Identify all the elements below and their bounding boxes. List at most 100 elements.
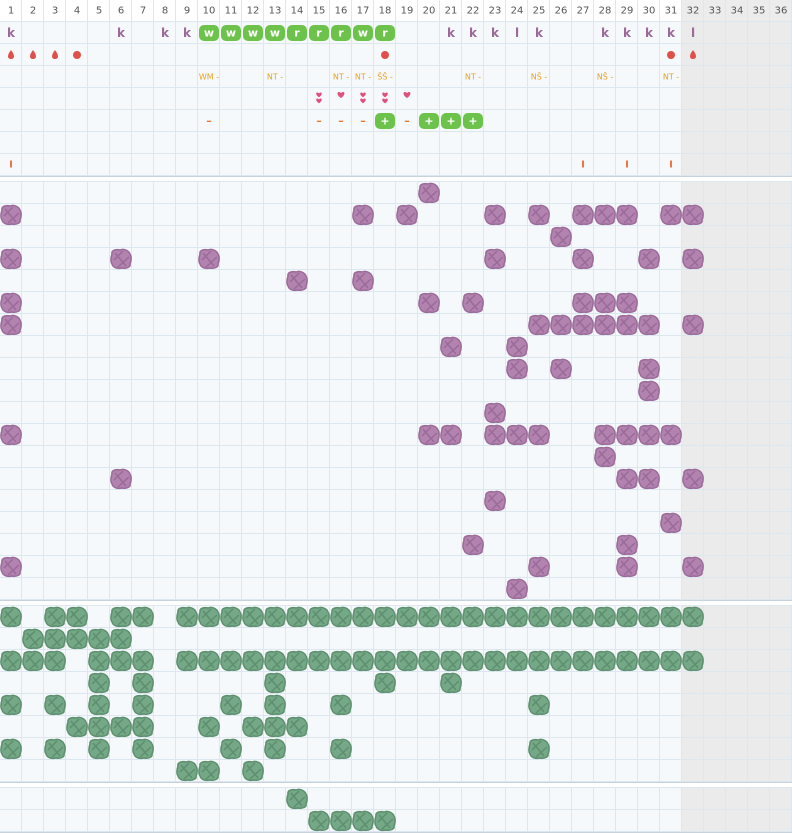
column-number: 6 [118, 6, 124, 17]
blob [484, 650, 506, 672]
dash: – [404, 115, 410, 128]
cell-badge: + [441, 113, 461, 129]
blob [176, 606, 198, 628]
badge [331, 25, 351, 41]
blob [198, 650, 220, 672]
cell-badge: w [221, 25, 241, 41]
cell-letter: l [515, 26, 519, 40]
blob [418, 292, 440, 314]
blob [66, 628, 88, 650]
cell-drop [690, 50, 696, 59]
blob [286, 788, 308, 810]
label: NT - [333, 73, 349, 82]
blob [44, 628, 66, 650]
blob [660, 204, 682, 226]
blob [528, 556, 550, 578]
blob [638, 606, 660, 628]
blob [594, 650, 616, 672]
cell-letter: k [117, 26, 126, 40]
cell-letter: l [691, 26, 695, 40]
blob [616, 468, 638, 490]
blob [88, 694, 110, 716]
column-number: 29 [621, 6, 634, 17]
blob [264, 672, 286, 694]
cell-letter: k [183, 26, 192, 40]
blob [396, 606, 418, 628]
cell-drop [8, 50, 14, 59]
column-number: 36 [775, 6, 788, 17]
blob [88, 672, 110, 694]
blob [506, 424, 528, 446]
cell-dot [73, 51, 81, 59]
cell-bar: I [581, 160, 585, 171]
blob [462, 534, 484, 556]
cell-label: NŠ - [531, 71, 548, 82]
blob [660, 512, 682, 534]
blob [44, 606, 66, 628]
blob [374, 606, 396, 628]
badge-text: + [446, 115, 455, 128]
blob [638, 650, 660, 672]
cell-bar: I [625, 160, 629, 171]
badge [375, 25, 395, 41]
blob [132, 716, 154, 738]
dot [667, 51, 675, 59]
blob [88, 650, 110, 672]
cell-drop [52, 50, 58, 59]
blob [264, 606, 286, 628]
letter: k [535, 26, 544, 40]
blob [88, 716, 110, 738]
column-number: 11 [225, 6, 238, 17]
label: NT - [267, 73, 283, 82]
blob [0, 204, 22, 226]
blob [0, 292, 22, 314]
blob [550, 226, 572, 248]
cell-letter: k [601, 26, 610, 40]
cell-dash: – [404, 115, 410, 128]
badge-text: w [204, 27, 214, 40]
column-number: 1 [8, 6, 14, 17]
blob [176, 760, 198, 782]
blob [550, 358, 572, 380]
blob [506, 650, 528, 672]
drop [8, 50, 14, 59]
cell-label: ŠŠ - [377, 71, 393, 82]
label: WM - [199, 73, 219, 82]
column-number: 15 [313, 6, 326, 17]
badge [287, 25, 307, 41]
column-number: 34 [731, 6, 744, 17]
column-number: 7 [140, 6, 146, 17]
blob [132, 606, 154, 628]
label: NŠ - [531, 71, 548, 82]
column-number: 8 [162, 6, 168, 17]
blob [330, 738, 352, 760]
blob [506, 578, 528, 600]
cell-dot [667, 51, 675, 59]
blob [286, 650, 308, 672]
blob [506, 606, 528, 628]
column-number: 13 [269, 6, 282, 17]
blob [110, 606, 132, 628]
blob [528, 204, 550, 226]
blob [638, 248, 660, 270]
blob [198, 760, 220, 782]
blob [176, 650, 198, 672]
badge [419, 113, 439, 129]
cell-badge: w [199, 25, 219, 41]
blob [44, 738, 66, 760]
blob [66, 606, 88, 628]
blob [528, 650, 550, 672]
blob [308, 650, 330, 672]
blob [528, 694, 550, 716]
blob [594, 292, 616, 314]
letter: k [447, 26, 456, 40]
cell-letter: k [469, 26, 478, 40]
column-number: 14 [291, 6, 304, 17]
blob [638, 314, 660, 336]
blob [220, 738, 242, 760]
label: NT - [663, 73, 679, 82]
blob [572, 314, 594, 336]
cell-drop [30, 50, 36, 59]
blob [88, 738, 110, 760]
